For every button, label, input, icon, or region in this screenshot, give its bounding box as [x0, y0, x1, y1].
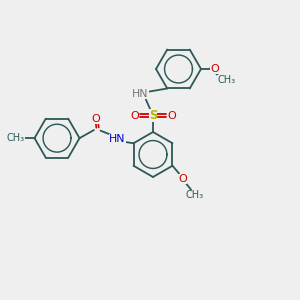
Text: O: O: [178, 174, 187, 184]
Text: O: O: [92, 114, 100, 124]
Text: HN: HN: [132, 89, 148, 99]
Text: O: O: [167, 110, 176, 121]
Text: S: S: [149, 109, 157, 122]
Text: HN: HN: [110, 134, 126, 144]
Text: O: O: [210, 64, 219, 74]
Text: CH₃: CH₃: [218, 75, 236, 85]
Text: O: O: [130, 110, 139, 121]
Text: CH₃: CH₃: [186, 190, 204, 200]
Text: CH₃: CH₃: [7, 133, 25, 143]
